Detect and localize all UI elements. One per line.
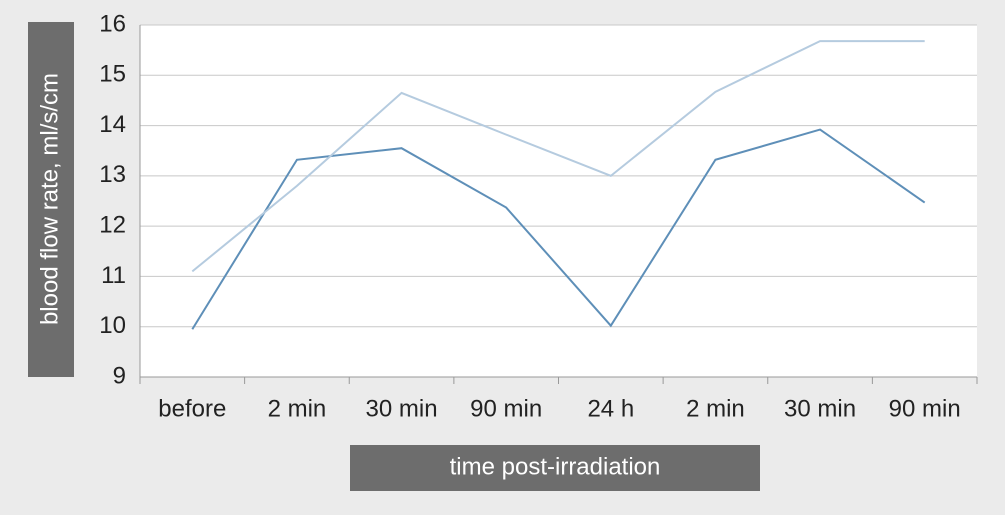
y-tick-label: 14 bbox=[99, 111, 126, 138]
x-tick-label: 30 min bbox=[366, 395, 438, 422]
x-tick-label: 24 h bbox=[587, 395, 634, 422]
y-tick-label: 11 bbox=[101, 262, 126, 289]
x-tick-label: 2 min bbox=[268, 395, 327, 422]
y-tick-label: 16 bbox=[99, 10, 126, 37]
x-tick-label: 90 min bbox=[470, 395, 542, 422]
x-axis-label: time post-irradiation bbox=[450, 453, 661, 480]
x-tick-label: 30 min bbox=[784, 395, 856, 422]
series-line bbox=[191, 128, 926, 330]
y-axis-label: blood flow rate, ml/s/cm bbox=[36, 73, 63, 325]
x-tick-label: 2 min bbox=[686, 395, 745, 422]
y-tick-label: 10 bbox=[99, 312, 126, 339]
x-tick-label: before bbox=[158, 395, 226, 422]
series-line bbox=[191, 40, 925, 273]
y-label-box bbox=[28, 22, 74, 377]
x-tick-label: 90 min bbox=[889, 395, 961, 422]
y-tick-label: 12 bbox=[99, 211, 126, 238]
x-label-box bbox=[350, 445, 760, 491]
y-tick-label: 15 bbox=[99, 61, 126, 88]
y-tick-label: 9 bbox=[113, 362, 126, 389]
y-tick-label: 13 bbox=[99, 161, 126, 188]
plot-area bbox=[140, 25, 977, 377]
